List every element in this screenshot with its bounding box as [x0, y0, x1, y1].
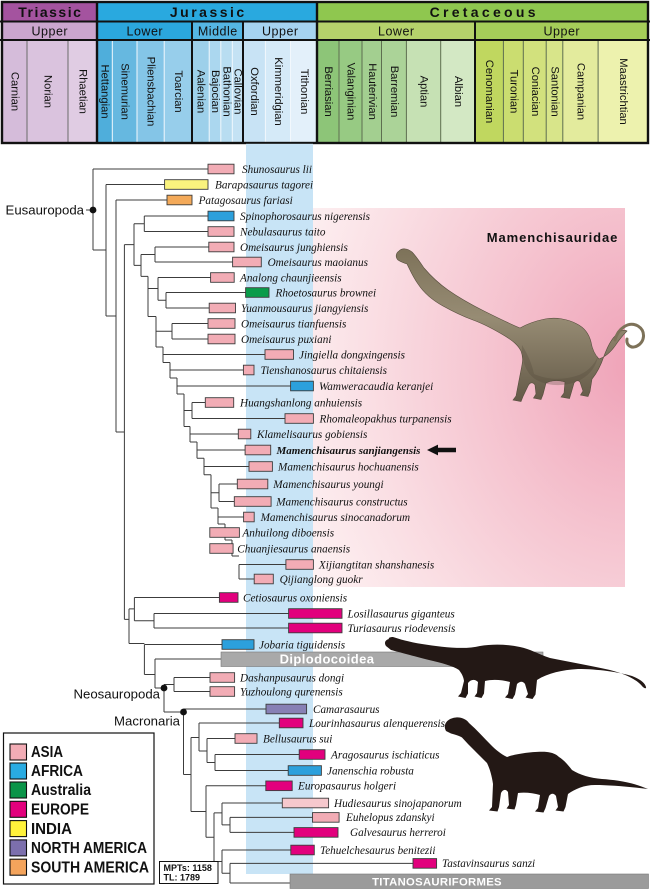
svg-text:Barremian: Barremian	[388, 66, 400, 118]
svg-text:Aptian: Aptian	[418, 76, 430, 108]
svg-text:Triassic: Triassic	[18, 4, 82, 20]
svg-text:Klamelisaurus gobiensis: Klamelisaurus gobiensis	[256, 429, 368, 441]
svg-text:Mamenchisauridae: Mamenchisauridae	[487, 230, 618, 245]
svg-text:EUROPE: EUROPE	[31, 802, 89, 819]
svg-text:Coniacian: Coniacian	[529, 67, 541, 117]
svg-text:Shunosaurus lii: Shunosaurus lii	[242, 164, 312, 176]
svg-text:TL: 1789: TL: 1789	[164, 873, 201, 883]
svg-text:Spinophorosaurus nigerensis: Spinophorosaurus nigerensis	[240, 211, 371, 223]
svg-text:Omeisaurus maoianus: Omeisaurus maoianus	[268, 257, 369, 269]
svg-text:Upper: Upper	[262, 24, 299, 38]
svg-text:Mamenchisaurus constructus: Mamenchisaurus constructus	[275, 496, 408, 508]
svg-text:Mamenchisaurus sinocanadorum: Mamenchisaurus sinocanadorum	[260, 512, 410, 524]
svg-text:Rhaetian: Rhaetian	[77, 69, 89, 114]
svg-text:Galvesaurus herreroi: Galvesaurus herreroi	[350, 827, 446, 839]
svg-text:Patagosaurus fariasi: Patagosaurus fariasi	[198, 195, 293, 207]
svg-text:Upper: Upper	[32, 24, 69, 38]
svg-text:Janenschia robusta: Janenschia robusta	[327, 765, 414, 777]
svg-text:Neosauropoda: Neosauropoda	[73, 687, 160, 702]
svg-text:Yuzhoulong qurenensis: Yuzhoulong qurenensis	[240, 686, 343, 698]
svg-text:Chuanjiesaurus anaensis: Chuanjiesaurus anaensis	[237, 543, 350, 555]
svg-text:Nebulasaurus taito: Nebulasaurus taito	[239, 226, 326, 238]
svg-text:Barapasaurus tagorei: Barapasaurus tagorei	[215, 179, 313, 191]
svg-text:Bathonian: Bathonian	[221, 66, 233, 116]
svg-text:Mamenchisaurus hochuanensis: Mamenchisaurus hochuanensis	[277, 461, 419, 473]
svg-text:Tithonian: Tithonian	[298, 69, 310, 115]
svg-text:Cenomanian: Cenomanian	[483, 60, 495, 123]
svg-text:Mamenchisaurus sanjiangensis: Mamenchisaurus sanjiangensis	[276, 445, 421, 457]
svg-text:INDIA: INDIA	[31, 821, 72, 838]
svg-text:Tehuelchesaurus benitezii: Tehuelchesaurus benitezii	[320, 845, 436, 857]
svg-text:Losillasaurus giganteus: Losillasaurus giganteus	[347, 608, 456, 620]
svg-text:Hauterivian: Hauterivian	[366, 63, 378, 120]
svg-text:Tienshanosaurus chitaiensis: Tienshanosaurus chitaiensis	[261, 365, 388, 377]
svg-text:Upper: Upper	[544, 24, 581, 38]
svg-text:Tastavinsaurus sanzi: Tastavinsaurus sanzi	[442, 858, 535, 870]
svg-text:Jobaria tiguidensis: Jobaria tiguidensis	[259, 639, 346, 651]
svg-text:Omeisaurus puxiani: Omeisaurus puxiani	[241, 334, 331, 346]
svg-text:Omeisaurus tianfuensis: Omeisaurus tianfuensis	[241, 318, 347, 330]
svg-text:Xijiangtitan shanshanesis: Xijiangtitan shanshanesis	[318, 559, 435, 571]
svg-text:Norian: Norian	[42, 75, 54, 108]
svg-text:Camarasaurus: Camarasaurus	[313, 704, 380, 716]
svg-text:Hudiesaurus sinojapanorum: Hudiesaurus sinojapanorum	[333, 798, 462, 810]
svg-text:Lower: Lower	[127, 24, 164, 38]
svg-text:NORTH AMERICA: NORTH AMERICA	[31, 840, 147, 857]
svg-text:Cetiosaurus oxoniensis: Cetiosaurus oxoniensis	[243, 592, 348, 604]
svg-text:Mamenchisaurus youngi: Mamenchisaurus youngi	[272, 479, 383, 491]
svg-text:Dashanpusaurus dongi: Dashanpusaurus dongi	[239, 672, 344, 684]
svg-text:Wamweracaudia keranjei: Wamweracaudia keranjei	[319, 381, 433, 393]
svg-text:Bellusaurus sui: Bellusaurus sui	[263, 733, 332, 745]
svg-text:Aragosaurus ischiaticus: Aragosaurus ischiaticus	[330, 749, 440, 761]
svg-text:Rhoetosaurus brownei: Rhoetosaurus brownei	[275, 287, 377, 299]
svg-text:Aalenian: Aalenian	[195, 70, 207, 114]
svg-text:Carnian: Carnian	[9, 72, 21, 111]
svg-text:Middle: Middle	[198, 24, 238, 38]
svg-text:Diplodocoidea: Diplodocoidea	[280, 651, 375, 666]
svg-text:Turonian: Turonian	[507, 70, 519, 114]
svg-text:AFRICA: AFRICA	[31, 763, 83, 780]
svg-text:Jingiella dongxingensis: Jingiella dongxingensis	[299, 349, 406, 361]
svg-text:Qijianglong guokr: Qijianglong guokr	[280, 574, 364, 586]
svg-text:Pliensbachian: Pliensbachian	[145, 57, 157, 127]
svg-text:Santonian: Santonian	[549, 66, 561, 116]
svg-text:Anhuilong diboensis: Anhuilong diboensis	[241, 527, 334, 539]
svg-text:Analong chaunjieensis: Analong chaunjieensis	[239, 272, 342, 284]
svg-text:Lourinhasaurus alenquerensis: Lourinhasaurus alenquerensis	[308, 718, 446, 730]
svg-text:Albian: Albian	[452, 76, 464, 107]
svg-text:Sinemurian: Sinemurian	[119, 63, 131, 120]
svg-text:Jurassic: Jurassic	[170, 4, 247, 20]
svg-text:Toarcian: Toarcian	[172, 70, 184, 112]
svg-text:Turiasaurus riodevensis: Turiasaurus riodevensis	[348, 623, 456, 635]
svg-text:Macronaria: Macronaria	[114, 714, 181, 729]
svg-text:ASIA: ASIA	[31, 744, 63, 761]
svg-text:Eusauropoda: Eusauropoda	[6, 203, 85, 218]
svg-text:TITANOSAURIFORMES: TITANOSAURIFORMES	[372, 876, 502, 888]
svg-text:Yuanmousaurus jiangyiensis: Yuanmousaurus jiangyiensis	[241, 303, 369, 315]
svg-text:Cretaceous: Cretaceous	[430, 4, 539, 20]
svg-text:Maastrichtian: Maastrichtian	[617, 58, 629, 125]
svg-text:Valanginian: Valanginian	[345, 63, 357, 121]
svg-text:Euhelopus zdanskyi: Euhelopus zdanskyi	[345, 812, 435, 824]
svg-text:Europasaurus holgeri: Europasaurus holgeri	[297, 781, 396, 793]
svg-text:Hettangian: Hettangian	[99, 64, 111, 118]
svg-text:Huangshanlong anhuiensis: Huangshanlong anhuiensis	[239, 397, 363, 409]
svg-text:Callovian: Callovian	[232, 68, 244, 114]
svg-text:Australia: Australia	[31, 782, 91, 799]
svg-text:Berriasian: Berriasian	[322, 66, 334, 116]
svg-text:Campanian: Campanian	[575, 63, 587, 120]
svg-text:Kimmeridgian: Kimmeridgian	[272, 57, 284, 125]
svg-text:Bajocian: Bajocian	[209, 70, 221, 113]
svg-text:Omeisaurus junghiensis: Omeisaurus junghiensis	[240, 242, 348, 254]
svg-text:MPTs: 1158: MPTs: 1158	[164, 863, 212, 873]
svg-text:Lower: Lower	[378, 24, 415, 38]
svg-text:Rhomaleopakhus turpanensis: Rhomaleopakhus turpanensis	[319, 413, 453, 425]
svg-text:SOUTH AMERICA: SOUTH AMERICA	[31, 859, 149, 876]
svg-text:Oxfordian: Oxfordian	[248, 67, 260, 116]
